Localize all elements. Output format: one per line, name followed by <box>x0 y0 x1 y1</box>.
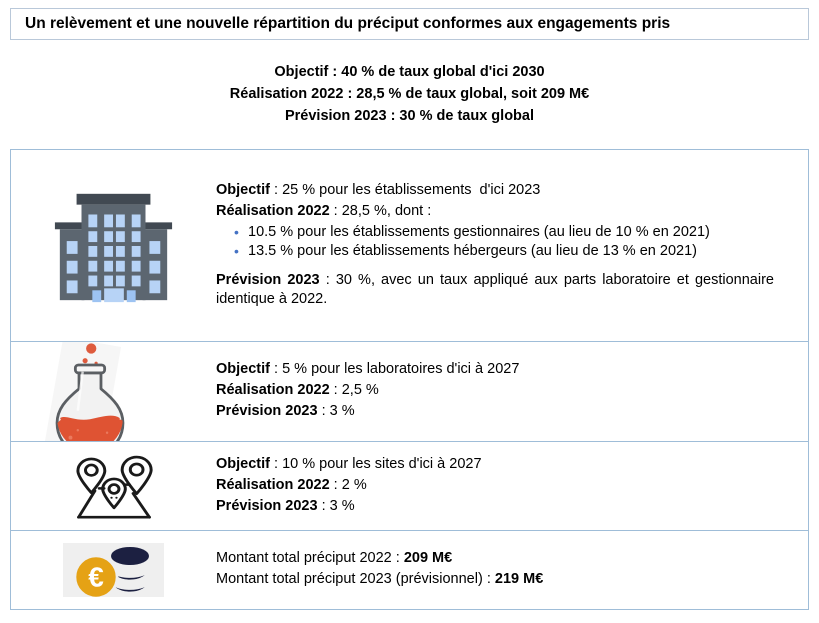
svg-text:€: € <box>88 562 104 593</box>
